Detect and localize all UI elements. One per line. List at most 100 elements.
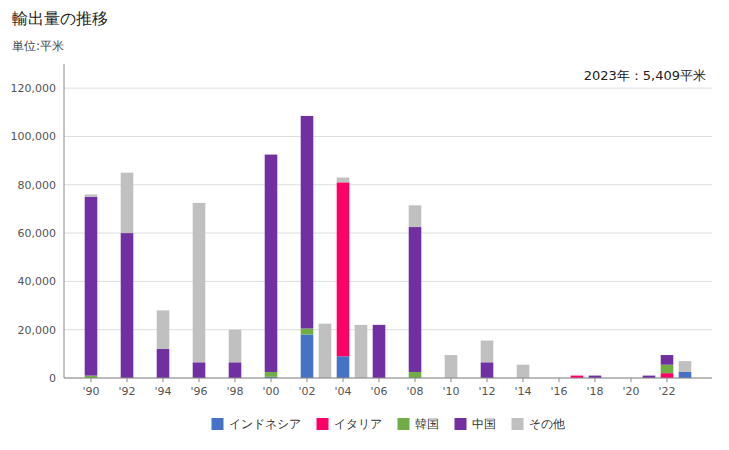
x-tick	[199, 378, 200, 382]
x-tick	[451, 378, 452, 382]
unit-label: 単位:平米	[12, 39, 64, 53]
bar	[661, 365, 674, 373]
bar	[643, 375, 656, 376]
bar	[301, 116, 314, 329]
x-tick-label: '90	[82, 385, 99, 398]
x-tick	[379, 378, 380, 382]
bar	[661, 355, 674, 356]
x-tick	[91, 378, 92, 382]
bar	[301, 115, 314, 116]
grid-line	[64, 136, 712, 137]
legend-item: イタリア	[317, 417, 382, 431]
grid-line	[64, 88, 712, 89]
y-tick-label: 20,000	[18, 324, 57, 337]
bar	[85, 197, 98, 376]
series	[337, 182, 674, 378]
x-tick-label: '06	[370, 385, 387, 398]
bar	[193, 203, 206, 362]
bar	[337, 178, 350, 183]
x-tick-label: '22	[658, 385, 675, 398]
x-tick	[631, 378, 632, 382]
bar	[589, 375, 602, 376]
x-tick-label: '96	[190, 385, 207, 398]
grid	[64, 88, 712, 378]
bar	[661, 373, 674, 378]
x-tick	[667, 378, 668, 382]
bar	[265, 154, 278, 155]
legend-swatch	[317, 418, 329, 430]
bar	[157, 310, 170, 349]
x-tick	[559, 378, 560, 382]
chart: 輸出量の推移単位:平米020,00040,00060,00080,000100,…	[0, 0, 729, 450]
y-axis-line	[64, 64, 65, 378]
x-axis-line	[64, 378, 712, 379]
bar	[409, 205, 422, 227]
x-tick-label: '12	[478, 385, 495, 398]
x-tick-label: '16	[550, 385, 567, 398]
bar	[409, 227, 422, 372]
legend-label: 韓国	[415, 417, 439, 431]
bar	[661, 355, 674, 365]
bar	[265, 372, 278, 377]
bar	[571, 375, 584, 376]
x-tick	[343, 378, 344, 382]
grid-line	[64, 233, 712, 234]
legend-item: 韓国	[398, 417, 439, 431]
series	[85, 173, 692, 378]
title: 輸出量の推移	[12, 9, 108, 28]
x-tick	[235, 378, 236, 382]
y-tick-label: 0	[49, 372, 56, 385]
legend-label: その他	[529, 417, 565, 431]
bar	[409, 372, 422, 378]
bars	[85, 116, 692, 378]
bar	[373, 324, 386, 325]
legend-label: 中国	[472, 417, 496, 431]
bar	[157, 349, 170, 378]
x-tick	[271, 378, 272, 382]
bar	[265, 155, 278, 372]
x-tick-label: '18	[586, 385, 603, 398]
x-tick-label: '92	[118, 385, 135, 398]
annotation: 2023年：5,409平米	[584, 68, 706, 83]
x-tick-label: '10	[442, 385, 459, 398]
legend-item: その他	[512, 417, 565, 431]
legend-label: イタリア	[334, 417, 382, 431]
bar	[301, 328, 314, 334]
y-tick-label: 120,000	[11, 82, 57, 95]
legend-item: 中国	[455, 417, 496, 431]
x-tick-label: '94	[154, 385, 171, 398]
x-tick-label: '20	[622, 385, 639, 398]
bar	[229, 362, 242, 378]
bar	[121, 173, 134, 233]
x-tick	[415, 378, 416, 382]
bar	[121, 233, 134, 378]
bar	[571, 375, 584, 376]
y-tick-label: 60,000	[18, 227, 57, 240]
legend-swatch	[398, 418, 410, 430]
bar	[337, 356, 350, 378]
bar	[373, 325, 386, 378]
x-tick	[307, 378, 308, 382]
legend: インドネシア イタリア 韓国 中国 その他	[212, 417, 565, 431]
x-tick-label: '00	[262, 385, 279, 398]
x-tick	[595, 378, 596, 382]
grid-line	[64, 184, 712, 185]
legend-swatch	[455, 418, 467, 430]
bar	[301, 335, 314, 378]
bar	[193, 362, 206, 378]
x-tick	[163, 378, 164, 382]
bar	[517, 365, 530, 378]
grid-line	[64, 378, 712, 379]
y-tick-label: 80,000	[18, 179, 57, 192]
x-tick	[523, 378, 524, 382]
bar	[229, 330, 242, 363]
x-tick-label: '14	[514, 385, 531, 398]
bar	[319, 324, 332, 378]
x-tick	[487, 378, 488, 382]
x-tick-label: '04	[334, 385, 351, 398]
legend-swatch	[212, 418, 224, 430]
bar	[481, 362, 494, 378]
x-tick	[127, 378, 128, 382]
legend-item: インドネシア	[212, 417, 301, 431]
y-tick-label: 40,000	[18, 275, 57, 288]
